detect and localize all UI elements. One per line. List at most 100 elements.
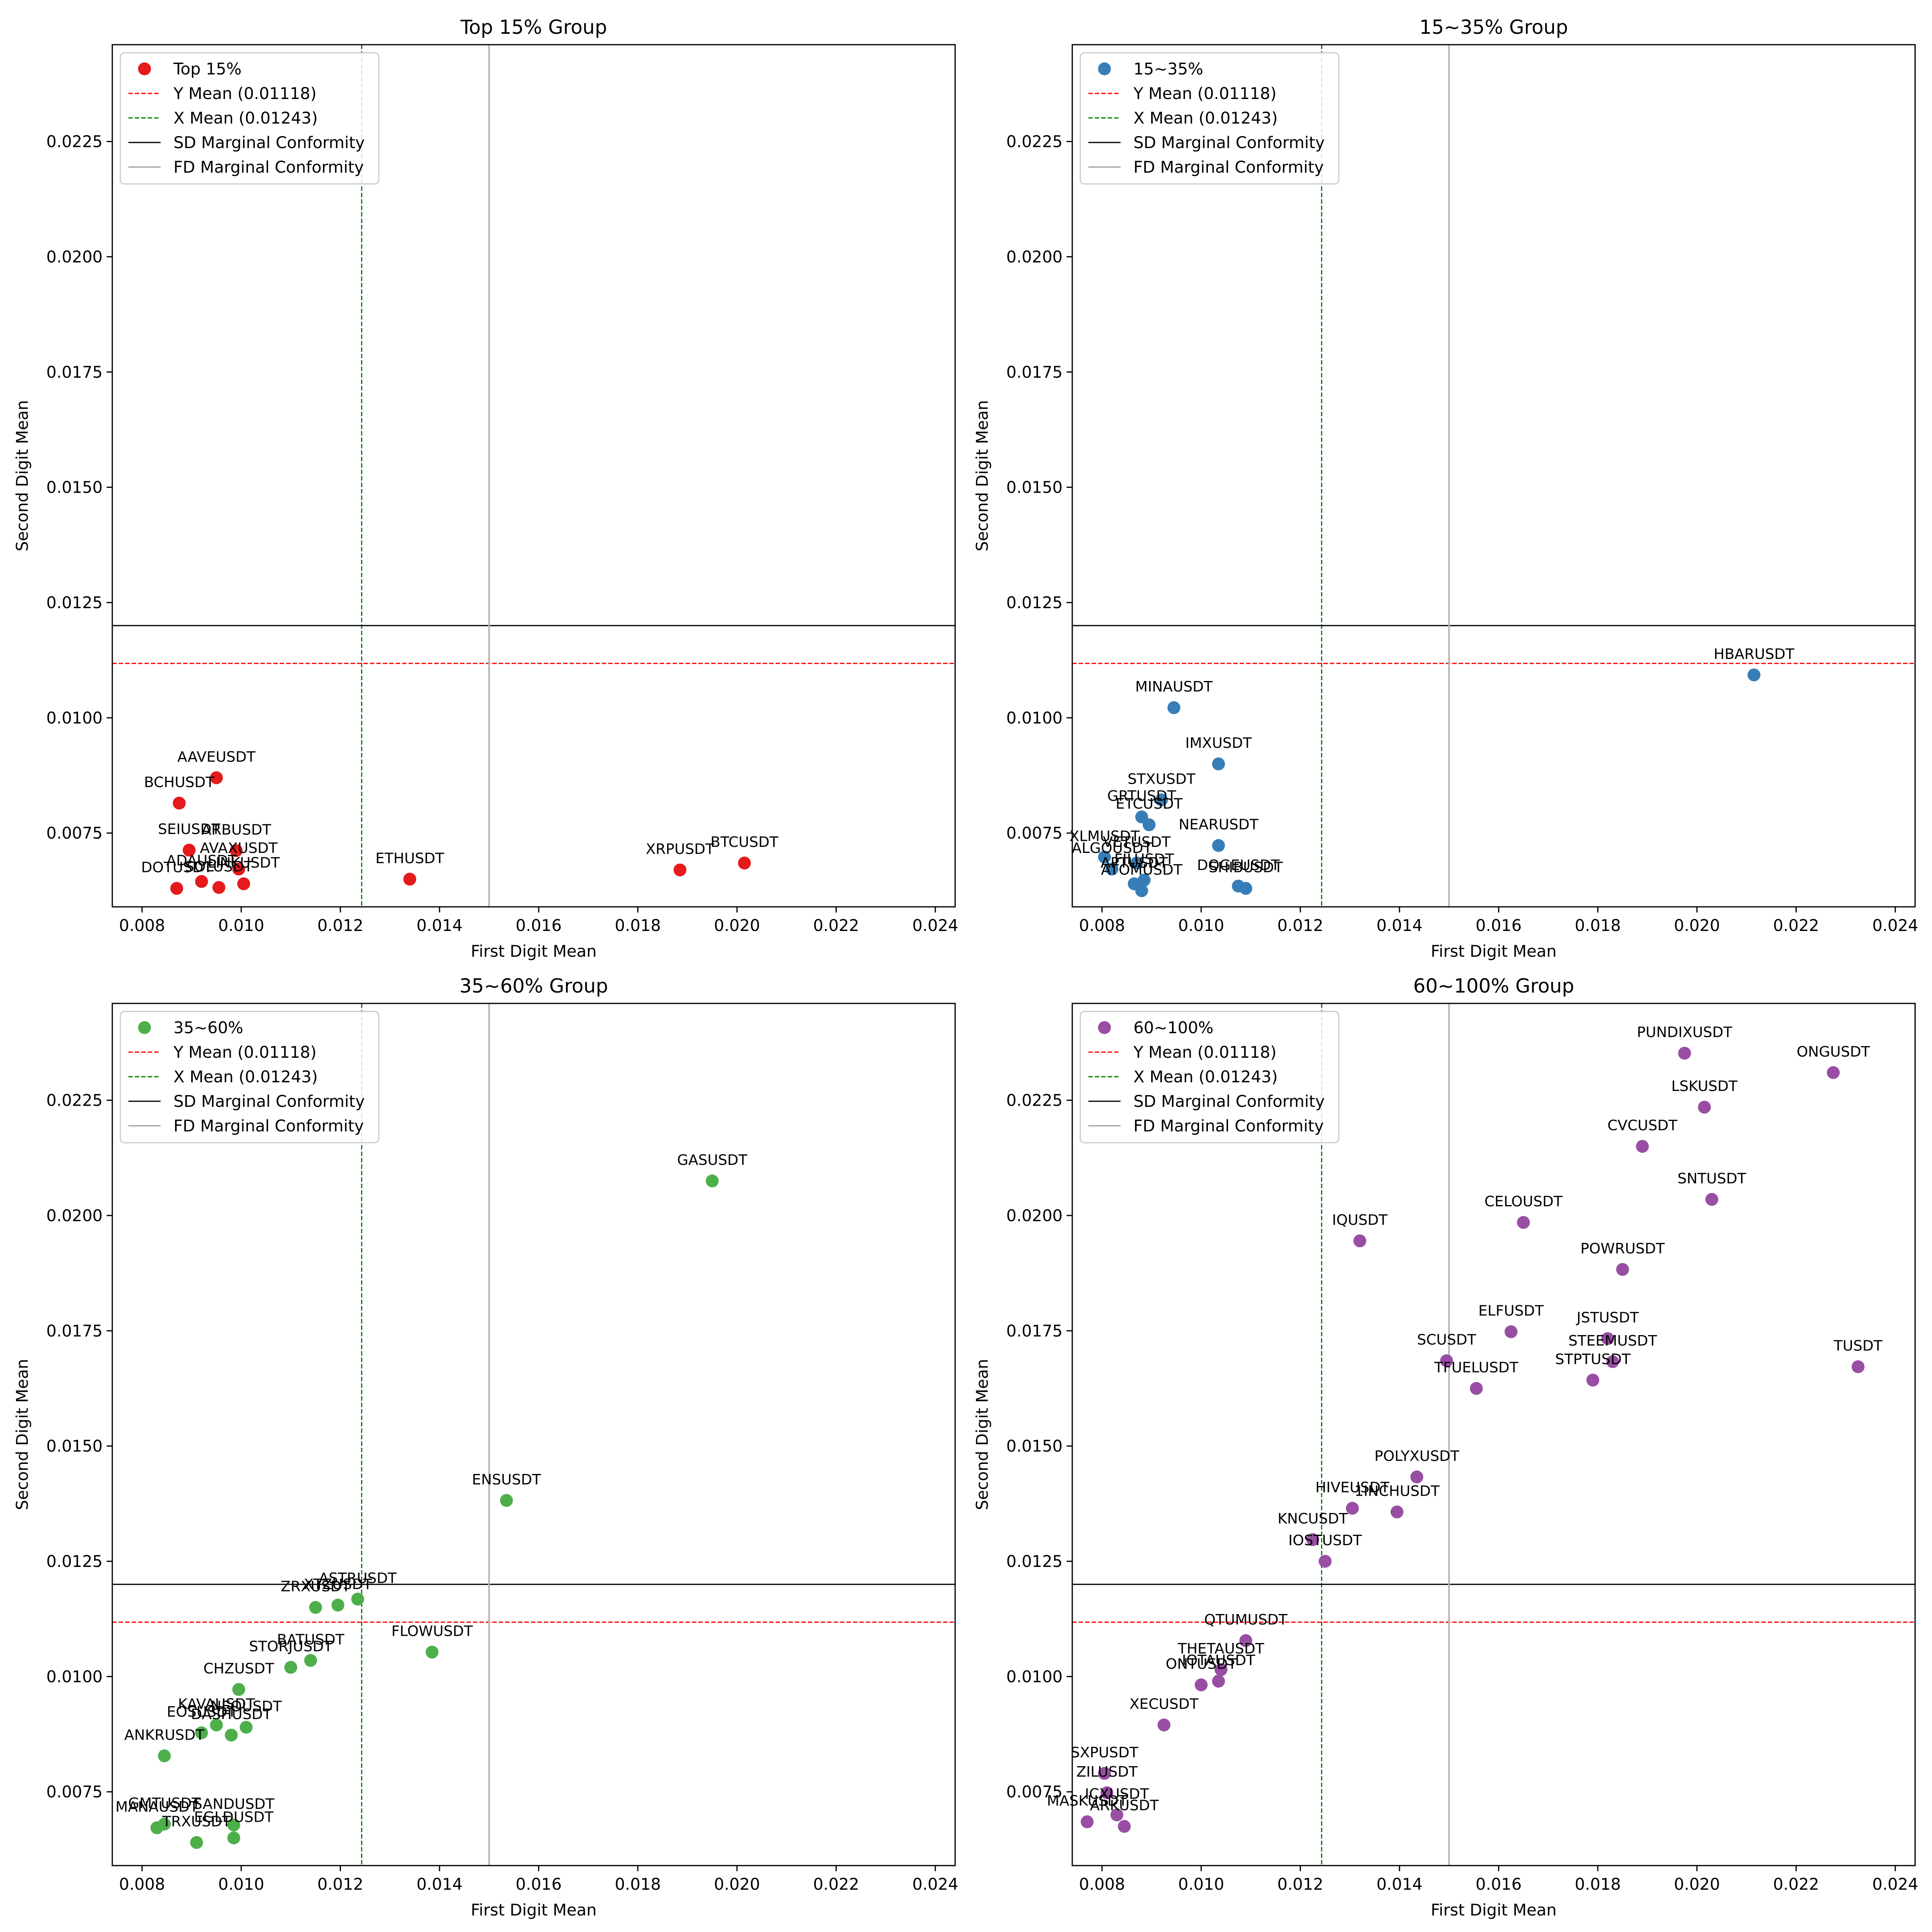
x-tick-label: 0.020	[714, 1875, 760, 1894]
point-label: GMTUSDT	[128, 1795, 201, 1812]
y-tick-label: 0.0200	[1006, 1207, 1063, 1225]
legend-box	[120, 52, 380, 185]
scatter-point	[1601, 1332, 1614, 1345]
x-tick-label: 0.020	[714, 916, 760, 935]
scatter-point	[1105, 863, 1119, 876]
point-label: STEEMUSDT	[1568, 1333, 1657, 1349]
point-label: LSKUSDT	[1671, 1078, 1738, 1095]
point-label: THETAUSDT	[1177, 1641, 1265, 1657]
point-label: ARKUSDT	[1090, 1798, 1159, 1814]
x-tick-label: 0.012	[317, 916, 363, 935]
y-tick-label: 0.0100	[46, 709, 103, 727]
x-axis-label: First Digit Mean	[471, 1901, 597, 1920]
point-label: FLOWUSDT	[391, 1623, 473, 1640]
x-tick-label: 0.008	[119, 1875, 165, 1894]
scatter-point	[195, 875, 208, 888]
plot-area	[1072, 45, 1915, 907]
x-tick-label: 0.016	[516, 916, 562, 935]
legend-label: X Mean (0.01243)	[173, 109, 318, 128]
scatter-point	[1410, 1470, 1424, 1484]
point-label: ZRXUSDT	[281, 1579, 351, 1595]
legend-label: FD Marginal Conformity	[1133, 1117, 1324, 1135]
scatter-point	[1098, 1767, 1111, 1780]
point-label: APTUSDT	[1100, 855, 1168, 871]
point-label: STORJUSDT	[249, 1638, 333, 1655]
point-label: HIVEUSDT	[1315, 1479, 1390, 1496]
scatter-point	[1142, 818, 1156, 832]
point-label: ETCUSDT	[1116, 796, 1183, 812]
point-label: ETHUSDT	[376, 850, 445, 867]
point-label: NEOUSDT	[211, 1698, 282, 1715]
y-tick-label: 0.0150	[46, 479, 103, 497]
y-tick-label: 0.0200	[46, 248, 103, 266]
point-label: MINAUSDT	[1135, 679, 1213, 695]
point-label: XTZUSDT	[304, 1576, 373, 1593]
point-label: JSTUSDT	[1576, 1310, 1639, 1326]
scatter-point	[1239, 1634, 1253, 1647]
x-tick-label: 0.024	[912, 916, 958, 935]
x-tick-label: 0.016	[1476, 1875, 1522, 1894]
scatter-point	[425, 1645, 439, 1659]
legend-label: SD Marginal Conformity	[173, 1092, 365, 1111]
x-axis-label: First Digit Mean	[471, 942, 597, 961]
point-label: CHZUSDT	[203, 1660, 275, 1677]
point-label: IMXUSDT	[1185, 735, 1252, 751]
scatter-point	[1157, 1718, 1170, 1732]
scatter-point	[1135, 884, 1148, 897]
scatter-point	[1130, 857, 1144, 870]
point-label: DASHUSDT	[191, 1706, 272, 1723]
scatter-point	[190, 1836, 203, 1849]
scatter-point	[1470, 1382, 1483, 1395]
point-label: AVAXUSDT	[200, 840, 278, 857]
x-tick-label: 0.014	[417, 916, 463, 935]
legend-label: Y Mean (0.01118)	[173, 85, 316, 103]
legend-label: Top 15%	[173, 60, 242, 78]
y-tick-label: 0.0150	[1006, 1437, 1063, 1456]
scatter-point	[331, 1598, 345, 1612]
legend-marker-series	[138, 62, 151, 75]
point-label: CELOUSDT	[1484, 1193, 1563, 1210]
scatter-point	[309, 1601, 322, 1614]
y-axis-label: Second Digit Mean	[973, 1359, 992, 1510]
point-label: STXUSDT	[1128, 771, 1196, 787]
point-label: DOGEUSDT	[1197, 857, 1280, 873]
point-label: IOTAUSDT	[1182, 1652, 1256, 1669]
scatter-point	[1137, 873, 1151, 887]
y-tick-label: 0.0225	[1006, 133, 1063, 151]
point-label: VETUSDT	[1103, 834, 1171, 850]
scatter-point	[1212, 839, 1225, 852]
y-tick-label: 0.0225	[46, 133, 103, 151]
scatter-point	[1239, 882, 1253, 895]
point-label: KNCUSDT	[1278, 1511, 1348, 1527]
y-axis-label: Second Digit Mean	[13, 400, 32, 551]
scatter-point	[237, 877, 250, 890]
legend: 15~35% Y Mean (0.01118) X Mean (0.01243) SD…	[1080, 52, 1340, 185]
legend-box	[1080, 1011, 1340, 1144]
x-tick-label: 0.008	[1079, 916, 1125, 935]
point-label: NEARUSDT	[1179, 817, 1259, 833]
scatter-point	[1586, 1373, 1600, 1387]
point-label: EGLDUSDT	[194, 1809, 274, 1825]
scatter-point	[173, 797, 186, 810]
x-tick-label: 0.024	[1872, 916, 1918, 935]
point-label: EOSUSDT	[167, 1704, 237, 1720]
point-label: ADAUSDT	[166, 852, 237, 869]
legend-label: 60~100%	[1133, 1019, 1214, 1037]
y-tick-label: 0.0225	[1006, 1092, 1063, 1110]
scatter-point	[239, 1721, 253, 1734]
scatter-point	[304, 1654, 317, 1667]
x-tick-label: 0.018	[1575, 916, 1621, 935]
y-tick-label: 0.0075	[1006, 1783, 1063, 1802]
point-label: ENSUSDT	[472, 1472, 541, 1488]
legend-label: X Mean (0.01243)	[1133, 109, 1278, 128]
point-label: ANKRUSDT	[124, 1727, 205, 1743]
scatter-point	[1636, 1140, 1649, 1153]
scatter-point	[232, 1683, 246, 1696]
scatter-point	[232, 863, 246, 876]
chart-panel-4: PUNDIXUSDT ONGUSDT LSKUSDT CVCUSDT SNTUSDT CE…	[973, 975, 1918, 1920]
y-tick-label: 0.0075	[1006, 824, 1063, 843]
y-tick-label: 0.0175	[46, 1322, 103, 1340]
legend-label: X Mean (0.01243)	[1133, 1068, 1278, 1086]
scatter-point	[195, 1726, 208, 1740]
